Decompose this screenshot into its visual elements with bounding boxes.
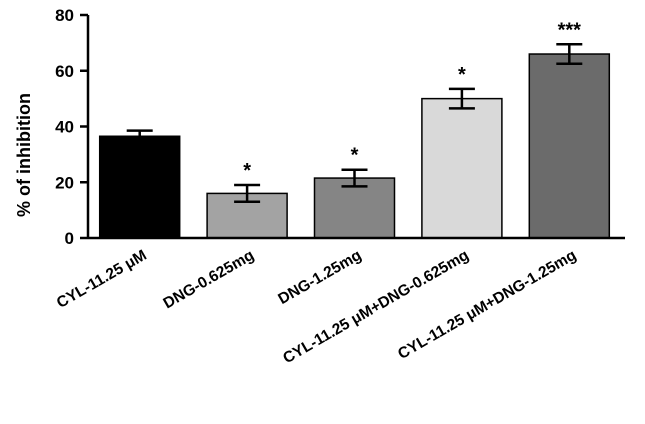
- error-bars: [126, 43, 583, 204]
- category-label: DNG-0.625mg: [161, 247, 258, 313]
- category-label: DNG-1.25mg: [275, 247, 364, 308]
- y-tick-label: 0: [65, 229, 74, 248]
- y-tick-label: 60: [55, 62, 74, 81]
- category-label: CYL-11.25 μM+DNG-1.25mg: [395, 247, 579, 363]
- bar: [98, 135, 181, 239]
- significance-label: *: [243, 160, 251, 182]
- significance-label: ***: [558, 19, 582, 41]
- bar: [421, 97, 503, 239]
- y-axis-label: % of inhibition: [14, 93, 34, 217]
- significance-markers: ******: [243, 19, 581, 182]
- y-axis-ticks: 0 20 40 60 80: [55, 6, 88, 248]
- bar: [528, 53, 611, 239]
- category-label: CYL-11.25 μM: [54, 247, 150, 312]
- category-label: CYL-11.25 μM+DNG-0.625mg: [280, 247, 472, 367]
- significance-label: *: [458, 64, 466, 86]
- category-labels: CYL-11.25 μM DNG-0.625mg DNG-1.25mgCYL-11.…: [54, 247, 579, 367]
- y-tick-label: 80: [55, 6, 74, 25]
- significance-label: *: [351, 145, 359, 167]
- bars: [98, 53, 611, 239]
- y-tick-label: 40: [55, 118, 74, 137]
- y-tick-label: 20: [55, 173, 74, 192]
